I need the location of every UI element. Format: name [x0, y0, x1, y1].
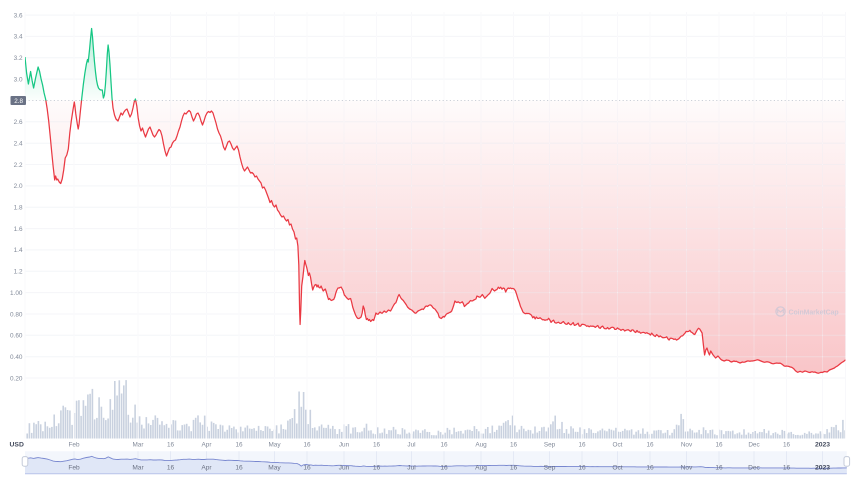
svg-text:Dec: Dec [748, 465, 760, 472]
svg-text:16: 16 [783, 442, 791, 449]
svg-text:1.6: 1.6 [14, 226, 23, 233]
svg-text:16: 16 [373, 442, 381, 449]
svg-text:Feb: Feb [68, 442, 79, 449]
svg-text:Oct: Oct [612, 465, 622, 472]
svg-text:Mar: Mar [132, 442, 144, 449]
svg-text:USD: USD [10, 442, 24, 449]
svg-text:3.0: 3.0 [14, 76, 23, 83]
svg-text:0.60: 0.60 [10, 333, 23, 340]
svg-text:16: 16 [235, 442, 243, 449]
svg-text:Aug: Aug [475, 465, 487, 472]
svg-text:0.80: 0.80 [10, 311, 23, 318]
svg-text:1.00: 1.00 [10, 290, 23, 297]
svg-text:1.8: 1.8 [14, 205, 23, 212]
svg-text:Aug: Aug [475, 442, 487, 449]
svg-text:16: 16 [510, 465, 518, 472]
svg-text:2.8: 2.8 [14, 98, 23, 105]
svg-text:Jul: Jul [407, 442, 415, 449]
svg-text:2.4: 2.4 [14, 141, 23, 148]
svg-text:3.6: 3.6 [14, 12, 23, 19]
svg-text:Mar: Mar [132, 465, 144, 472]
svg-text:16: 16 [303, 442, 311, 449]
svg-text:Jul: Jul [407, 465, 416, 472]
svg-text:16: 16 [440, 442, 448, 449]
svg-text:16: 16 [510, 442, 518, 449]
svg-text:16: 16 [783, 465, 791, 472]
svg-text:3.4: 3.4 [14, 34, 23, 41]
svg-text:16: 16 [578, 465, 586, 472]
svg-text:May: May [268, 442, 281, 449]
svg-text:16: 16 [303, 465, 311, 472]
svg-text:16: 16 [646, 442, 654, 449]
svg-text:16: 16 [715, 442, 723, 449]
svg-text:16: 16 [373, 465, 381, 472]
svg-text:Dec: Dec [748, 442, 760, 449]
svg-text:0.20: 0.20 [10, 375, 23, 382]
svg-text:Sep: Sep [544, 465, 556, 472]
svg-text:CoinMarketCap: CoinMarketCap [789, 309, 839, 316]
svg-text:2023: 2023 [815, 465, 830, 472]
svg-text:Nov: Nov [681, 442, 693, 449]
svg-text:1.4: 1.4 [14, 247, 23, 254]
svg-text:Jun: Jun [339, 442, 350, 449]
svg-text:Oct: Oct [613, 442, 623, 449]
svg-text:Sep: Sep [544, 442, 556, 449]
svg-text:16: 16 [167, 442, 175, 449]
svg-text:2.0: 2.0 [14, 183, 23, 190]
svg-text:0.40: 0.40 [10, 354, 23, 361]
svg-text:1.2: 1.2 [14, 269, 23, 276]
svg-text:2.6: 2.6 [14, 119, 23, 126]
svg-text:16: 16 [578, 442, 586, 449]
svg-text:May: May [268, 465, 281, 472]
svg-text:2023: 2023 [815, 442, 830, 449]
svg-text:Jun: Jun [339, 465, 350, 472]
svg-text:Apr: Apr [202, 442, 213, 449]
svg-text:16: 16 [715, 465, 723, 472]
svg-text:16: 16 [235, 465, 243, 472]
svg-text:2.2: 2.2 [14, 162, 23, 169]
svg-text:16: 16 [440, 465, 448, 472]
svg-text:Nov: Nov [681, 465, 693, 472]
svg-text:16: 16 [167, 465, 175, 472]
svg-text:Apr: Apr [201, 465, 212, 472]
svg-text:16: 16 [646, 465, 654, 472]
svg-text:Feb: Feb [68, 465, 80, 472]
svg-text:3.2: 3.2 [14, 55, 23, 62]
